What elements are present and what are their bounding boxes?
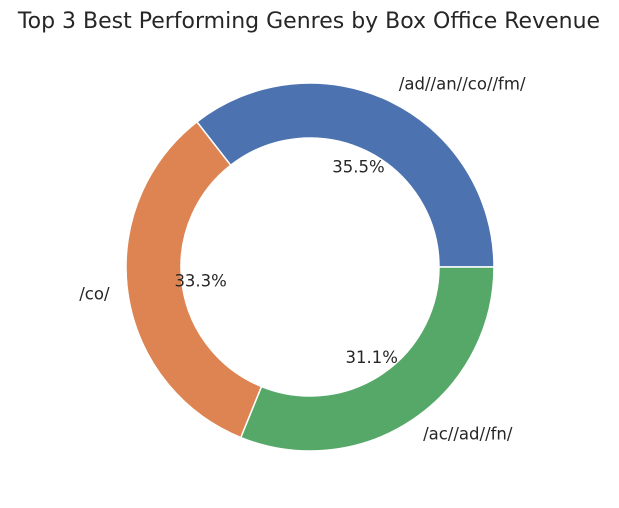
slice-label: /ac//ad//fn/ [423,424,513,443]
donut-slice [239,266,495,452]
percent-labels: 35.5% 33.3% 31.1% [174,157,397,367]
slice-label: /co/ [79,284,110,303]
percent-label: 33.3% [174,272,226,291]
percent-label: 35.5% [332,157,384,176]
percent-label: 31.1% [345,348,397,367]
chart-title: Top 3 Best Performing Genres by Box Offi… [17,9,600,34]
donut-slices [125,82,495,452]
donut-slice [195,82,495,268]
slice-labels: /ad//an//co//fm/ /co/ /ac//ad//fn/ [79,75,526,444]
slice-label: /ad//an//co//fm/ [399,75,526,94]
donut-slice [125,120,263,439]
